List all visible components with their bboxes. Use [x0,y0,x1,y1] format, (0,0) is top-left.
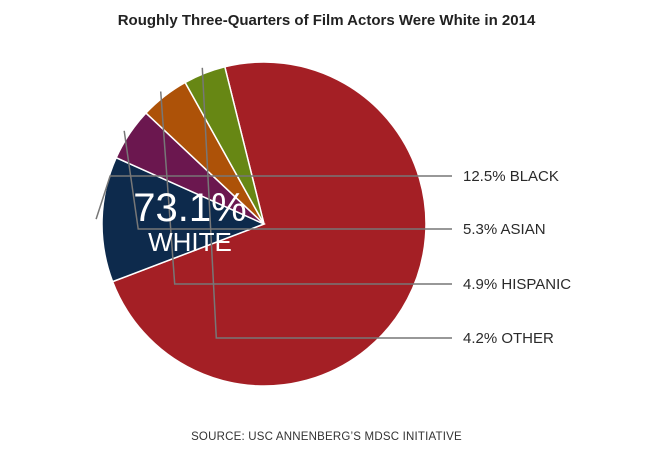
leader-line-black [95,175,452,220]
slice-label-asian: 5.3% ASIAN [463,221,546,238]
leader-lines [95,67,452,339]
slice-label-other: 4.2% OTHER [463,330,554,347]
pie-slices [101,61,427,387]
leader-line-hispanic [159,91,452,285]
slice-labels: 12.5% BLACK 5.3% ASIAN 4.9% HISPANIC 4.2% O… [463,168,571,347]
white-percent-label: 73.1% [133,186,246,230]
pie-slice-black [101,156,266,283]
source-note: SOURCE: USC ANNENBERG’S MDSC INITIATIVE [191,431,462,443]
slice-label-black: 12.5% BLACK [463,168,559,185]
white-category-label: WHITE [148,227,232,257]
chart-title: Roughly Three-Quarters of Film Actors We… [117,12,536,29]
leader-line-other [201,67,452,339]
pie-slice-white [111,61,427,387]
leader-line-asian [123,130,452,230]
slice-label-hispanic: 4.9% HISPANIC [463,276,571,293]
